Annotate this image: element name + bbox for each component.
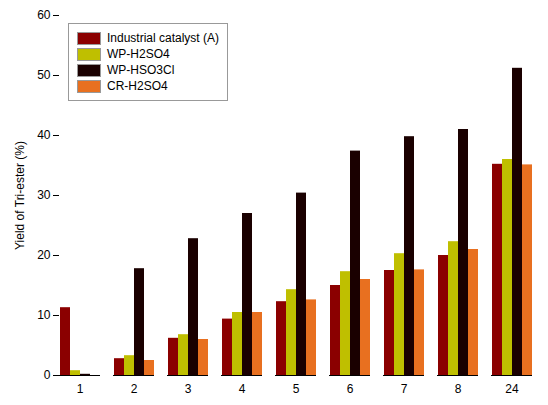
svg-text:60: 60 (37, 8, 51, 22)
svg-text:4: 4 (239, 382, 246, 396)
svg-text:8: 8 (455, 382, 462, 396)
svg-text:40: 40 (37, 128, 51, 142)
svg-text:50: 50 (37, 68, 51, 82)
svg-text:Yield of Tri-ester (%): Yield of Tri-ester (%) (13, 141, 27, 250)
html-text:Industrial catalyst (A): Industrial catalyst (A) (107, 31, 219, 45)
html-text:WP-H2SO4: WP-H2SO4 (107, 47, 170, 61)
svg-text:5: 5 (293, 382, 300, 396)
svg-text:7: 7 (401, 382, 408, 396)
svg-text:30: 30 (37, 188, 51, 202)
svg-text:0: 0 (44, 368, 51, 382)
svg-text:1: 1 (77, 382, 84, 396)
svg-text:6: 6 (347, 382, 354, 396)
svg-text:3: 3 (185, 382, 192, 396)
svg-text:10: 10 (37, 308, 51, 322)
html-text:WP-HSO3Cl: WP-HSO3Cl (107, 63, 175, 77)
html-text:CR-H2SO4: CR-H2SO4 (107, 79, 168, 93)
svg-text:20: 20 (37, 248, 51, 262)
svg-text:2: 2 (131, 382, 138, 396)
svg-text:24: 24 (505, 382, 519, 396)
